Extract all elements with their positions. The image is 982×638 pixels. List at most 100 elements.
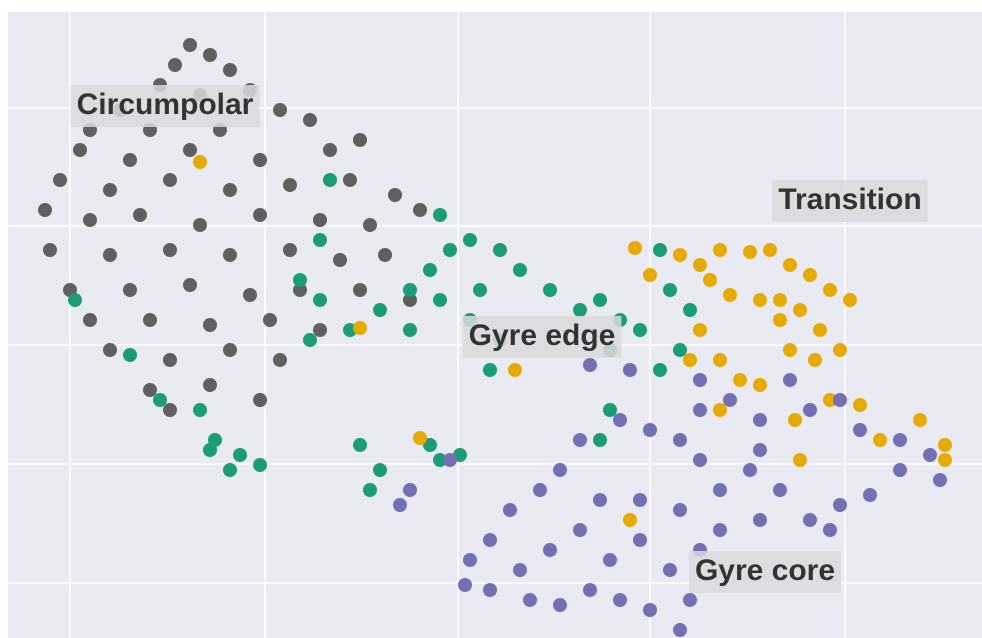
point <box>633 533 647 547</box>
point <box>253 208 267 222</box>
point <box>183 143 197 157</box>
point <box>713 483 727 497</box>
point <box>763 243 777 257</box>
point <box>203 378 217 392</box>
point <box>793 303 807 317</box>
point <box>153 393 167 407</box>
point <box>203 443 217 457</box>
point <box>353 321 367 335</box>
point <box>243 288 257 302</box>
point <box>623 363 637 377</box>
point <box>323 173 337 187</box>
point <box>433 208 447 222</box>
point <box>363 218 377 232</box>
point <box>413 431 427 445</box>
point <box>783 373 797 387</box>
point <box>533 483 547 497</box>
point <box>103 183 117 197</box>
point <box>253 153 267 167</box>
point <box>713 403 727 417</box>
point <box>788 413 802 427</box>
cluster-label: Transition <box>778 183 921 216</box>
point <box>223 183 237 197</box>
point <box>573 303 587 317</box>
point <box>493 243 507 257</box>
point <box>933 473 947 487</box>
point <box>373 303 387 317</box>
point <box>273 353 287 367</box>
point <box>773 293 787 307</box>
point <box>753 413 767 427</box>
point <box>508 363 522 377</box>
point <box>893 433 907 447</box>
point <box>803 268 817 282</box>
point <box>373 463 387 477</box>
point <box>313 293 327 307</box>
point <box>403 483 417 497</box>
point <box>133 208 147 222</box>
point <box>773 313 787 327</box>
point <box>663 563 677 577</box>
point <box>613 593 627 607</box>
point <box>913 413 927 427</box>
point <box>353 133 367 147</box>
point <box>863 488 877 502</box>
grid <box>8 12 982 638</box>
point <box>443 243 457 257</box>
point <box>703 273 717 287</box>
point <box>123 348 137 362</box>
point <box>163 353 177 367</box>
point <box>53 173 67 187</box>
point <box>693 258 707 272</box>
point <box>413 203 427 217</box>
point <box>543 543 557 557</box>
label-box <box>70 85 260 127</box>
point <box>203 48 217 62</box>
point <box>753 293 767 307</box>
point <box>183 278 197 292</box>
point <box>723 393 737 407</box>
point <box>223 63 237 77</box>
point <box>433 293 447 307</box>
point <box>123 283 137 297</box>
point <box>753 513 767 527</box>
point <box>323 143 337 157</box>
point <box>713 353 727 367</box>
point <box>923 448 937 462</box>
point <box>823 393 837 407</box>
point <box>473 283 487 297</box>
point <box>233 448 247 462</box>
point <box>613 413 627 427</box>
point <box>573 433 587 447</box>
point <box>203 318 217 332</box>
point <box>823 283 837 297</box>
point <box>103 343 117 357</box>
point <box>43 243 57 257</box>
point <box>403 323 417 337</box>
point <box>843 293 857 307</box>
point <box>713 523 727 537</box>
point <box>573 523 587 537</box>
point <box>193 218 207 232</box>
point <box>73 143 87 157</box>
point <box>463 233 477 247</box>
point <box>783 343 797 357</box>
point <box>833 498 847 512</box>
point <box>693 323 707 337</box>
point <box>938 438 952 452</box>
point <box>653 243 667 257</box>
point <box>713 243 727 257</box>
point <box>633 323 647 337</box>
point <box>643 603 657 617</box>
point <box>628 241 642 255</box>
label-box <box>688 551 842 593</box>
point <box>303 113 317 127</box>
point <box>388 188 402 202</box>
point <box>938 453 952 467</box>
point <box>353 438 367 452</box>
point <box>643 423 657 437</box>
point <box>553 598 567 612</box>
point <box>853 423 867 437</box>
point <box>378 248 392 262</box>
point <box>893 463 907 477</box>
